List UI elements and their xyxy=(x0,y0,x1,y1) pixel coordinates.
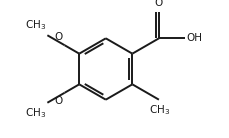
Text: OH: OH xyxy=(186,33,202,43)
Text: O: O xyxy=(154,0,162,8)
Text: CH$_3$: CH$_3$ xyxy=(25,18,46,32)
Text: O: O xyxy=(55,32,63,42)
Text: O: O xyxy=(55,96,63,106)
Text: CH$_3$: CH$_3$ xyxy=(25,106,46,120)
Text: CH$_3$: CH$_3$ xyxy=(148,104,169,117)
